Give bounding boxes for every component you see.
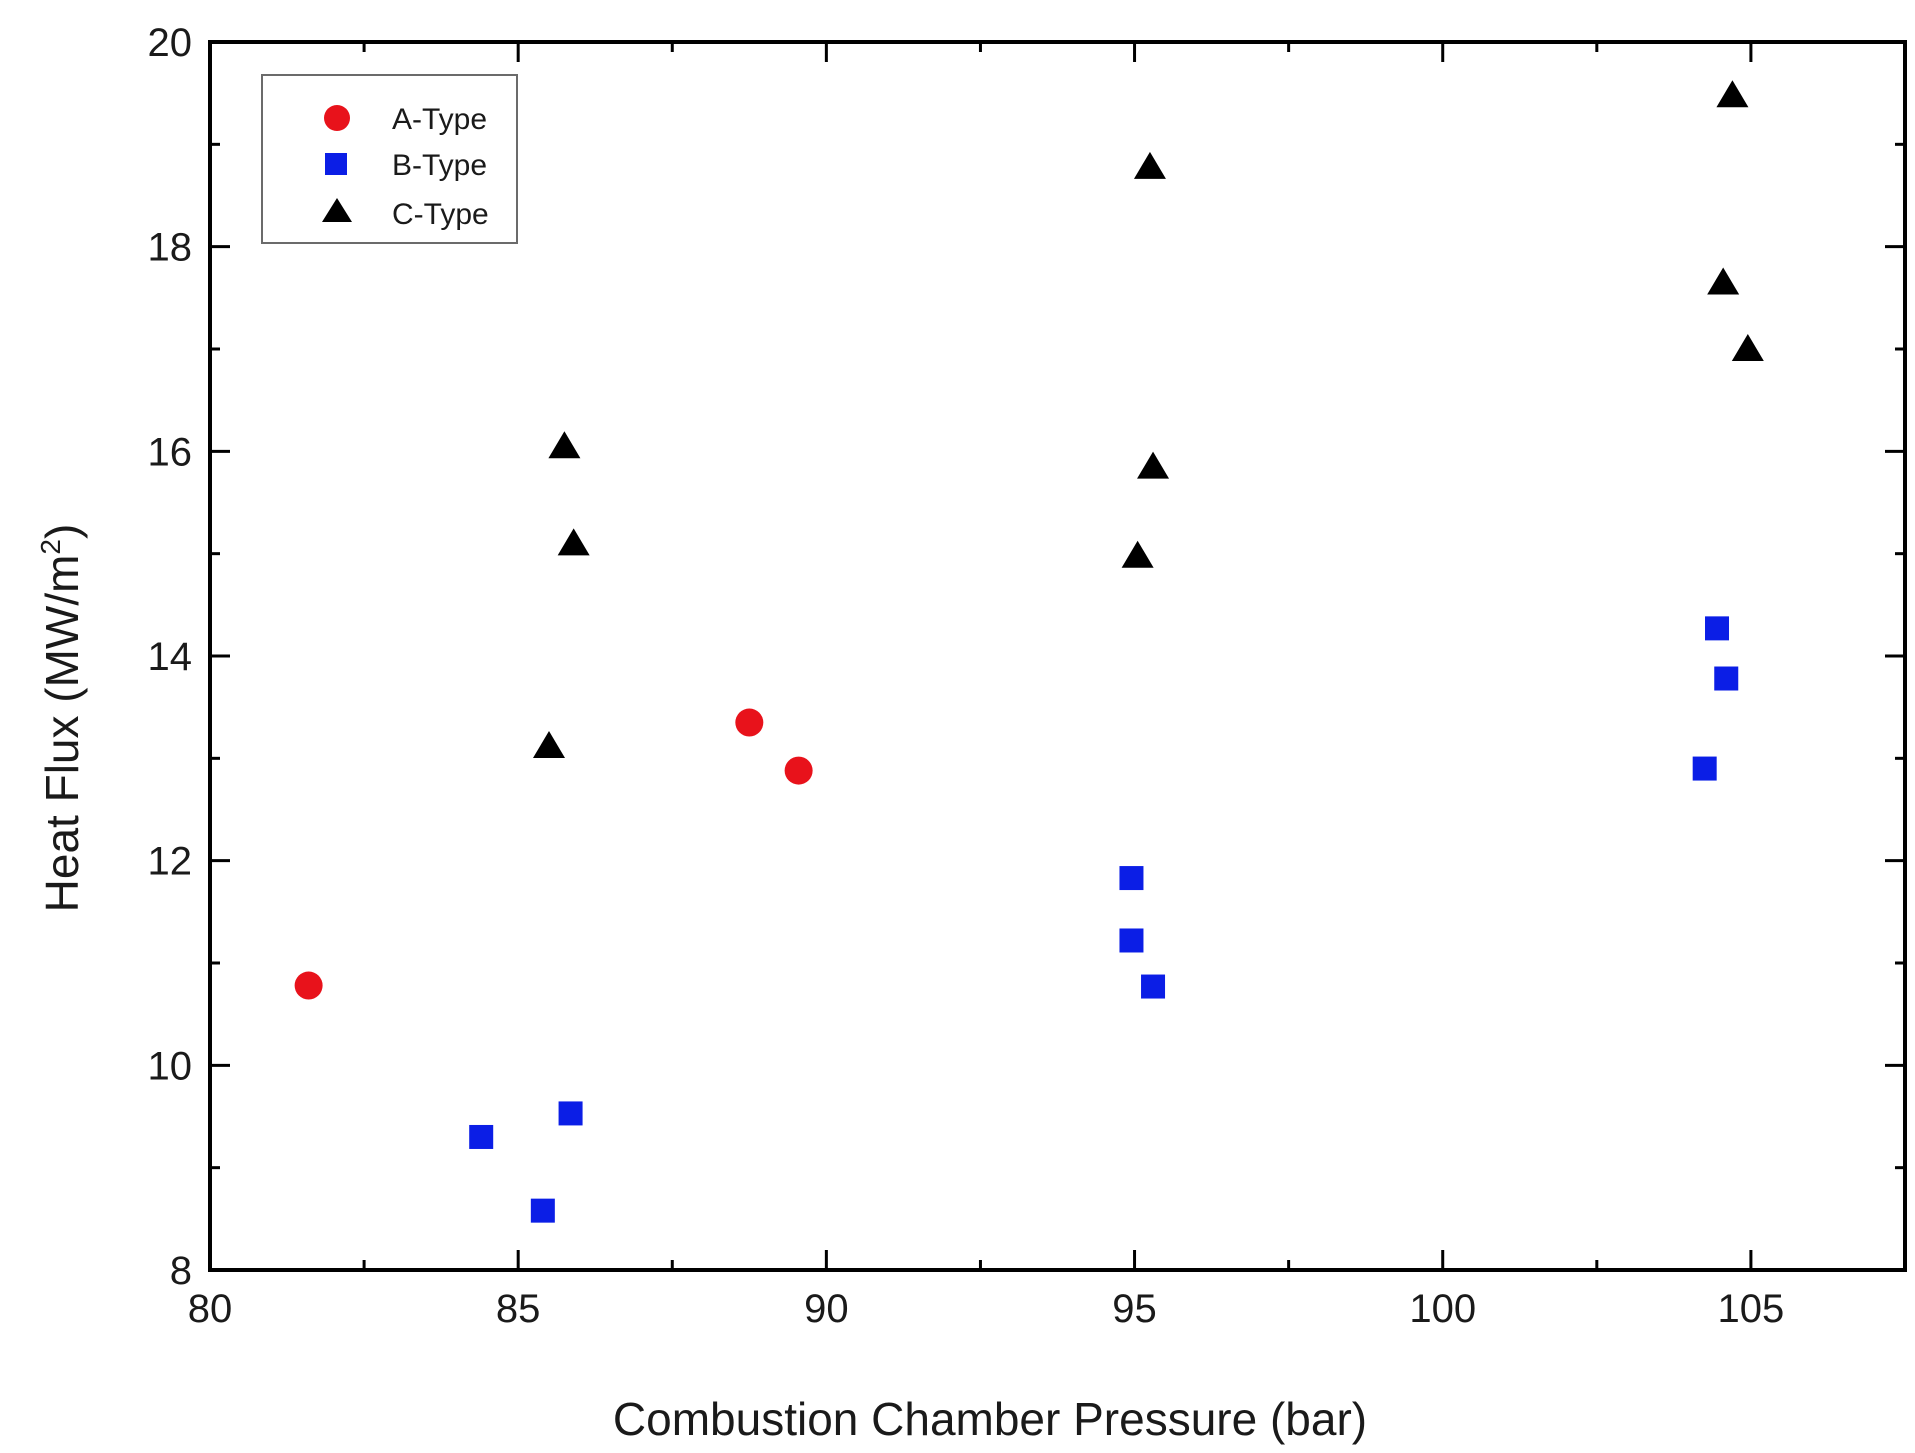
x-axis-ticks: 80 85 90 95 100 105 — [188, 42, 1907, 1331]
legend-label-b-type: B-Type — [392, 149, 487, 182]
legend-marker-a-type — [324, 105, 350, 131]
y-tick-label: 16 — [148, 430, 193, 474]
legend-box — [261, 74, 518, 244]
data-point-b-type — [469, 1124, 494, 1149]
x-tick-label: 90 — [804, 1287, 849, 1331]
y-tick-label: 18 — [148, 226, 193, 270]
legend: A-Type B-Type C-Type — [261, 74, 518, 244]
data-point-c-type — [1137, 451, 1170, 479]
y-axis-title: Heat Flux (MW/m2) — [35, 524, 88, 913]
x-tick-label: 80 — [188, 1287, 233, 1331]
data-point-a-type — [735, 708, 764, 737]
data-point-b-type — [1141, 974, 1166, 999]
data-point-b-type — [1705, 616, 1730, 641]
y-axis-ticks: 8 10 12 14 16 18 20 — [148, 21, 1905, 1293]
y-tick-label: 14 — [148, 635, 193, 679]
legend-marker-b-type — [325, 153, 347, 175]
legend-label-c-type: C-Type — [392, 198, 489, 231]
x-tick-label: 85 — [496, 1287, 541, 1331]
y-tick-label: 8 — [170, 1249, 192, 1293]
data-point-c-type — [1121, 540, 1154, 568]
data-point-a-type — [294, 971, 323, 1000]
data-point-a-type — [784, 756, 813, 785]
data-point-b-type — [530, 1198, 555, 1223]
y-tick-label: 12 — [148, 840, 193, 884]
data-point-c-type — [1133, 151, 1166, 179]
x-tick-label: 100 — [1409, 1287, 1476, 1331]
data-point-b-type — [1714, 666, 1739, 691]
data-point-c-type — [1716, 80, 1749, 108]
y-tick-label: 20 — [148, 21, 193, 65]
data-point-c-type — [533, 731, 565, 759]
y-axis-title-close: ) — [36, 524, 88, 539]
legend-marker-c-type — [322, 198, 352, 222]
data-point-c-type — [557, 528, 590, 556]
x-tick-label: 105 — [1718, 1287, 1785, 1331]
data-point-b-type — [558, 1101, 583, 1126]
x-tick-label: 95 — [1112, 1287, 1157, 1331]
data-point-b-type — [1692, 756, 1717, 781]
data-point-b-type — [1119, 928, 1144, 953]
data-markers — [294, 80, 1764, 1223]
data-point-c-type — [1707, 267, 1740, 295]
x-axis-title: Combustion Chamber Pressure (bar) — [613, 1393, 1367, 1445]
y-axis-title-main: Heat Flux (MW/m — [36, 555, 88, 913]
data-point-c-type — [548, 431, 581, 459]
y-axis-title-superscript: 2 — [35, 539, 66, 555]
data-point-c-type — [1731, 334, 1764, 361]
y-tick-label: 10 — [148, 1044, 193, 1088]
data-point-b-type — [1119, 866, 1144, 891]
legend-label-a-type: A-Type — [392, 103, 487, 136]
plot-area — [208, 40, 1907, 1272]
